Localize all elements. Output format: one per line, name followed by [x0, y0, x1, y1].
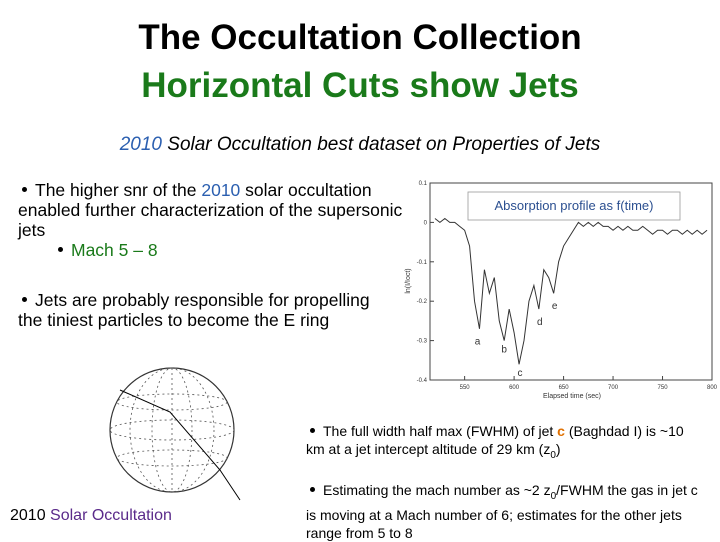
- curve-label: e: [552, 301, 558, 312]
- note-text: (Baghdad I) is ~10 km at a jet intercept…: [306, 423, 684, 457]
- plot-annotation: Absorption profile as f(time): [495, 198, 654, 213]
- y-tick-label: -0.4: [417, 378, 428, 384]
- bullet-text: solar occultation enabled further charac…: [18, 180, 403, 240]
- x-tick-label: 650: [559, 385, 570, 391]
- curve-label: d: [537, 317, 543, 328]
- curve-label: a: [475, 337, 481, 348]
- y-axis-label: ln(I/Ioct): [405, 268, 412, 293]
- x-tick-label: 800: [707, 385, 718, 391]
- y-tick-label: -0.1: [417, 260, 428, 266]
- x-axis-label: Elapsed time (sec): [543, 393, 601, 400]
- annotation-box: [467, 191, 681, 221]
- bullet-year: 2010: [201, 180, 241, 200]
- tagline-text: Solar Occultation best dataset on Proper…: [167, 134, 601, 155]
- y-tick-label: 0.1: [419, 181, 428, 187]
- caption-year: 2010: [10, 507, 46, 524]
- curve-label: b: [501, 344, 507, 355]
- note-text: Estimating the mach number as ~2 z: [323, 482, 551, 498]
- caption-text: Solar Occultation: [50, 507, 172, 524]
- x-tick-label: 550: [460, 385, 471, 391]
- note: Estimating the mach number as ~2 z0/FWHM…: [306, 481, 706, 542]
- note: The full width half max (FWHM) of jet c …: [306, 422, 706, 465]
- bullet-dot: [310, 428, 315, 434]
- note-text: The full width half max (FWHM) of jet: [323, 423, 554, 439]
- bullet-text: Jets are probably responsible for propel…: [18, 290, 370, 330]
- bullet-dot: [22, 297, 27, 303]
- sub-bullet: Mach 5 – 8: [71, 240, 158, 260]
- note-text: ): [555, 441, 561, 457]
- tagline-year: 2010: [119, 134, 162, 155]
- y-tick-label: -0.2: [417, 299, 428, 305]
- bullet-dot: [310, 487, 315, 493]
- bullet-text: The higher snr of the: [35, 180, 197, 200]
- subtitle: Horizontal Cuts show Jets: [141, 66, 579, 105]
- bullet-dot: [58, 247, 63, 253]
- note-text: /FWHM the gas in jet c is moving at a Ma…: [306, 482, 698, 541]
- data-line: [434, 217, 708, 365]
- subscript: 0: [550, 449, 556, 461]
- x-tick-label: 600: [509, 385, 520, 391]
- subscript: 0: [550, 490, 557, 502]
- title: The Occultation Collection: [138, 18, 582, 57]
- globe-figure: [109, 367, 241, 501]
- x-tick-label: 750: [658, 385, 669, 391]
- x-tick-label: 700: [608, 385, 619, 391]
- caption: 2010 Solar Occultation: [10, 507, 172, 525]
- absorption-plot: Absorption profile as f(time) Elapsed ti…: [405, 181, 718, 400]
- note-jet: c: [557, 423, 565, 439]
- y-tick-label: -0.3: [417, 339, 428, 345]
- curve-label: c: [518, 368, 523, 379]
- y-tick-label: 0: [424, 220, 428, 226]
- bullet-dot: [22, 187, 27, 193]
- bullet: Jets are probably responsible for propel…: [18, 290, 388, 330]
- tagline: 2010 Solar Occultation best dataset on P…: [0, 134, 720, 156]
- bullet: The higher snr of the 2010 solar occulta…: [18, 180, 408, 260]
